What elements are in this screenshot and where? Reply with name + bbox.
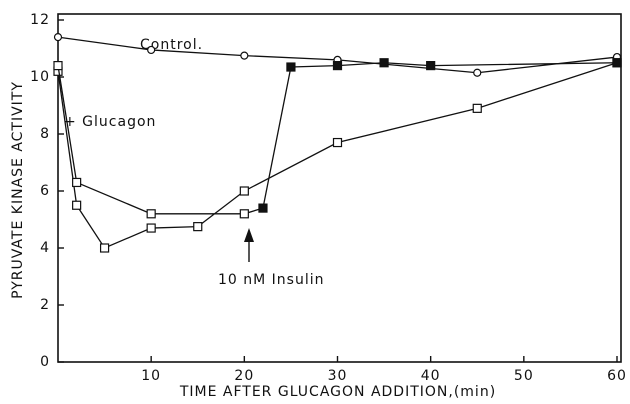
marker xyxy=(239,209,249,219)
annotation: 10 nM Insulin xyxy=(218,272,325,288)
plot-frame xyxy=(57,13,622,363)
marker xyxy=(147,45,156,55)
x-tick-label: 50 xyxy=(514,368,534,384)
marker xyxy=(146,209,156,219)
marker xyxy=(426,60,436,71)
marker xyxy=(472,103,482,113)
y-tick-label: 12 xyxy=(30,12,50,28)
marker xyxy=(332,137,343,148)
marker xyxy=(72,177,82,188)
y-axis-label: PYRUVATE KINASE ACTIVITY xyxy=(10,81,26,299)
series-line xyxy=(57,62,618,215)
marker xyxy=(612,58,622,68)
x-tick-label: 20 xyxy=(234,368,254,384)
series-line xyxy=(57,62,618,249)
x-axis-label: TIME AFTER GLUCAGON ADDITION,(min) xyxy=(179,384,496,400)
marker xyxy=(72,200,82,210)
marker xyxy=(332,60,343,71)
y-tick-label: 2 xyxy=(40,297,50,313)
x-tick-label: 40 xyxy=(421,368,441,384)
marker xyxy=(379,58,389,68)
marker xyxy=(240,51,249,60)
y-tick-label: 8 xyxy=(40,126,50,142)
arrow-head xyxy=(244,228,254,242)
marker xyxy=(146,223,156,233)
marker xyxy=(53,60,63,71)
x-tick-label: 60 xyxy=(607,368,627,384)
x-tick-label: 30 xyxy=(328,368,348,384)
marker xyxy=(258,203,268,213)
marker xyxy=(286,62,296,72)
series-line xyxy=(57,36,618,74)
y-tick-label: 4 xyxy=(40,240,50,256)
series-label: + Glucagon xyxy=(64,114,156,130)
marker xyxy=(53,32,63,42)
y-tick-label: 6 xyxy=(40,183,50,199)
y-tick-label: 10 xyxy=(30,69,50,85)
marker xyxy=(473,68,482,77)
marker xyxy=(193,222,203,232)
series-label: Control. xyxy=(140,37,203,53)
marker xyxy=(99,243,110,253)
marker xyxy=(239,186,249,196)
y-tick-label: 0 xyxy=(40,354,50,370)
x-tick-label: 10 xyxy=(141,368,161,384)
